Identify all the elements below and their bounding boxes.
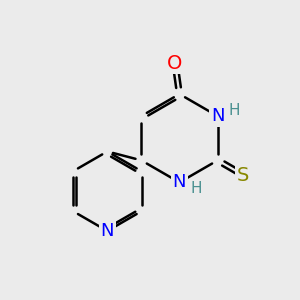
- Text: N: N: [211, 107, 224, 125]
- Text: O: O: [167, 54, 183, 73]
- Text: H: H: [190, 182, 202, 196]
- Text: H: H: [229, 103, 240, 118]
- Text: N: N: [173, 173, 186, 191]
- Text: N: N: [100, 222, 114, 240]
- Text: S: S: [237, 166, 249, 184]
